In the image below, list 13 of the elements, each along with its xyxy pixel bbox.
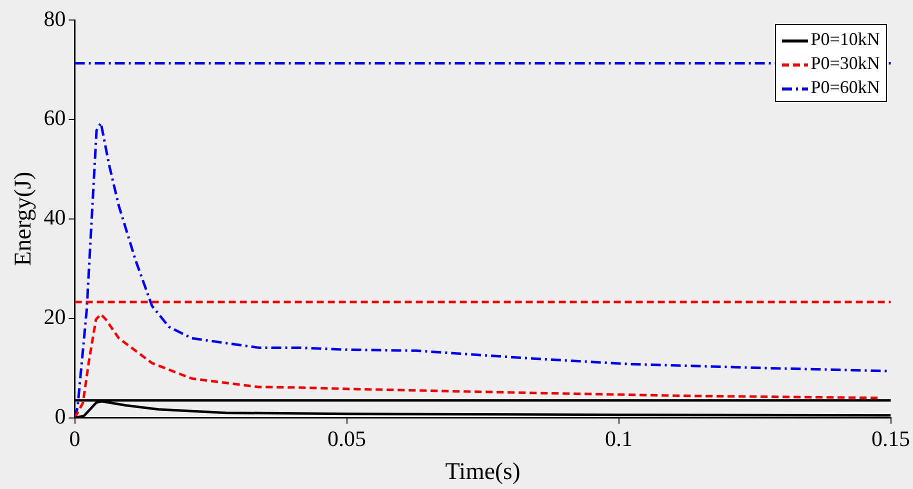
x-tick-label: 0.1 — [605, 426, 633, 451]
y-tick-label: 0 — [54, 404, 66, 429]
y-axis-title: Energy(J) — [10, 172, 37, 266]
y-tick-label: 40 — [44, 204, 66, 230]
legend-label: P0=10kN — [810, 29, 880, 49]
x-tick-label: 0.15 — [872, 426, 910, 451]
x-tick-label: 0.05 — [328, 426, 366, 451]
x-axis-title: Time(s) — [445, 458, 520, 485]
legend-label: P0=60kN — [810, 77, 880, 97]
legend-label: P0=30kN — [810, 53, 880, 73]
y-tick-label: 20 — [44, 304, 66, 330]
y-tick-label: 80 — [44, 6, 66, 31]
y-tick-label: 60 — [44, 105, 66, 130]
